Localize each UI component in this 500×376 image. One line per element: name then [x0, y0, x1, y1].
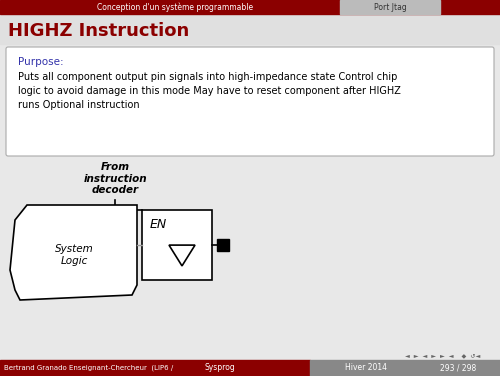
Text: Sysprog: Sysprog [204, 364, 236, 373]
Text: 293 / 298: 293 / 298 [440, 364, 476, 373]
Polygon shape [10, 205, 137, 300]
Bar [142, 210, 212, 280]
Text: HIGHZ Instruction: HIGHZ Instruction [8, 22, 189, 40]
Bar [0, 14, 500, 44]
Bar [0, 0, 500, 14]
Text: EN: EN [150, 218, 167, 232]
Text: System
Logic: System Logic [54, 244, 94, 266]
Text: Port Jtag: Port Jtag [374, 3, 406, 12]
Bar [217, 239, 229, 251]
Text: Bertrand Granado Enseignant-Chercheur  (LIP6 /: Bertrand Granado Enseignant-Chercheur (L… [4, 365, 173, 371]
Text: Puts all component output pin signals into high-impedance state Control chip: Puts all component output pin signals in… [18, 72, 398, 82]
Text: Hiver 2014: Hiver 2014 [345, 364, 387, 373]
Text: ◄  ►  ◄  ►  ►  ◄    ◆  ↺◄: ◄ ► ◄ ► ► ◄ ◆ ↺◄ [405, 353, 480, 358]
Bar [340, 0, 440, 14]
Text: runs Optional instruction: runs Optional instruction [18, 100, 140, 110]
Polygon shape [169, 245, 195, 266]
Bar [0, 360, 310, 376]
Bar [310, 360, 500, 376]
Text: logic to avoid damage in this mode May have to reset component after HIGHZ: logic to avoid damage in this mode May h… [18, 86, 401, 96]
Text: Conception d'un système programmable: Conception d'un système programmable [97, 2, 253, 12]
FancyBboxPatch shape [6, 47, 494, 156]
Text: Purpose:: Purpose: [18, 57, 64, 67]
Text: From
instruction
decoder: From instruction decoder [83, 162, 147, 195]
